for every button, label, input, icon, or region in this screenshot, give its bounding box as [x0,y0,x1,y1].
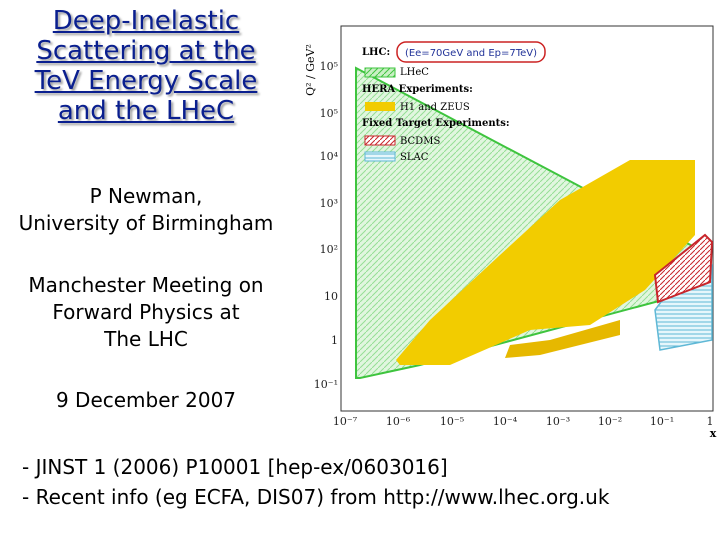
references-list: - JINST 1 (2006) P10001 [hep-ex/0603016]… [22,452,609,512]
x-tick-label: 10⁻⁴ [493,415,518,428]
x-tick-label: 10⁻⁵ [440,415,464,428]
hera-region-lower [505,320,620,358]
legend-bcdms-label: BCDMS [400,136,440,147]
legend-swatch-bcdms [364,135,396,146]
x-tick-label: 10⁻⁶ [386,415,411,428]
hera-region [396,160,695,365]
meeting-line: Manchester Meeting on [28,273,264,297]
y-axis-label: Q² / GeV² [304,44,317,96]
y-tick-label: 10² [320,243,338,256]
x-tick-label: 10⁻¹ [650,415,674,428]
x-tick-label: 10⁻³ [546,415,570,428]
y-tick-label: 10⁻¹ [314,378,338,391]
x-tick-label: 10⁻⁷ [333,415,358,428]
legend-lhec-label: LHeC [400,67,429,78]
title-line: Deep-Inelastic [52,6,240,36]
legend-swatch-hera [365,102,395,111]
beam-energy-note: (Ee=70GeV and Ep=7TeV) [405,48,537,59]
title-line: and the LHeC [57,96,235,126]
x-axis-label: x [710,427,717,440]
y-tick-label: 10 [324,290,338,303]
legend-lhc-heading: LHC: [362,47,390,58]
legend-fixed-heading: Fixed Target Experiments: [362,118,510,129]
y-tick-label: 1 [331,334,338,347]
meeting-block: Manchester Meeting on Forward Physics at… [0,272,292,353]
beam-energy-oval [396,41,546,63]
title-line: Scattering at the [36,36,256,66]
x-tick-label: 1 [707,415,714,428]
y-tick-label: 10³ [320,197,338,210]
author-block: P Newman, University of Birmingham [0,183,292,237]
reference-item: - JINST 1 (2006) P10001 [hep-ex/0603016] [22,455,448,479]
legend-slac-label: SLAC [400,152,429,163]
title-line: TeV Energy Scale [34,66,258,96]
reference-item: - Recent info (eg ECFA, DIS07) from http… [22,485,610,509]
kinematic-plane-figure: LHC: LHeC HERA Experiments: H1 and ZEUS … [300,20,720,440]
y-tick-label: 10⁴ [320,150,339,163]
legend-hera-label: H1 and ZEUS [400,102,470,113]
meeting-line: The LHC [104,327,188,351]
legend-swatch-lhec [364,67,396,78]
kinematic-plot-svg: LHC: LHeC HERA Experiments: H1 and ZEUS … [304,25,717,440]
y-tick-label: 10⁵ [320,107,338,120]
date-text: 9 December 2007 [55,388,237,412]
legend-swatch-slac [364,151,396,162]
author-affiliation: University of Birmingham [18,211,274,235]
bcdms-region [653,233,714,304]
legend-hera-heading: HERA Experiments: [362,84,473,95]
x-tick-label: 10⁻² [598,415,622,428]
slide-title: Deep-Inelastic Scattering at the TeV Ene… [4,6,288,126]
author-name: P Newman, [89,184,203,208]
meeting-line: Forward Physics at [52,300,240,324]
y-tick-label: 10⁵ [320,60,338,73]
